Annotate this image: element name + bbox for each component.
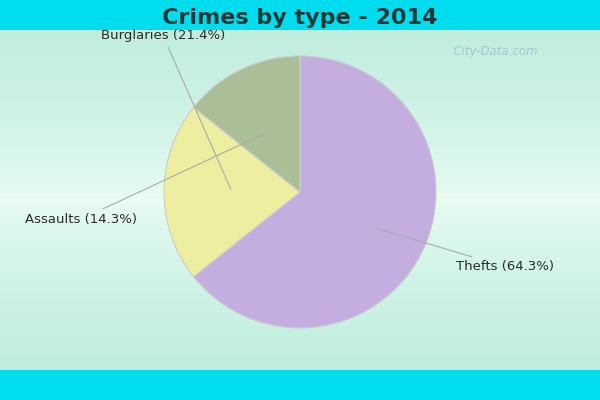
Wedge shape (194, 56, 436, 328)
Text: Thefts (64.3%): Thefts (64.3%) (376, 228, 554, 273)
Wedge shape (194, 56, 300, 192)
Text: Crimes by type - 2014: Crimes by type - 2014 (163, 8, 437, 28)
Text: Burglaries (21.4%): Burglaries (21.4%) (101, 29, 231, 190)
Wedge shape (164, 107, 300, 277)
Text: Assaults (14.3%): Assaults (14.3%) (25, 132, 268, 226)
Text: City-Data.com: City-Data.com (446, 46, 538, 58)
